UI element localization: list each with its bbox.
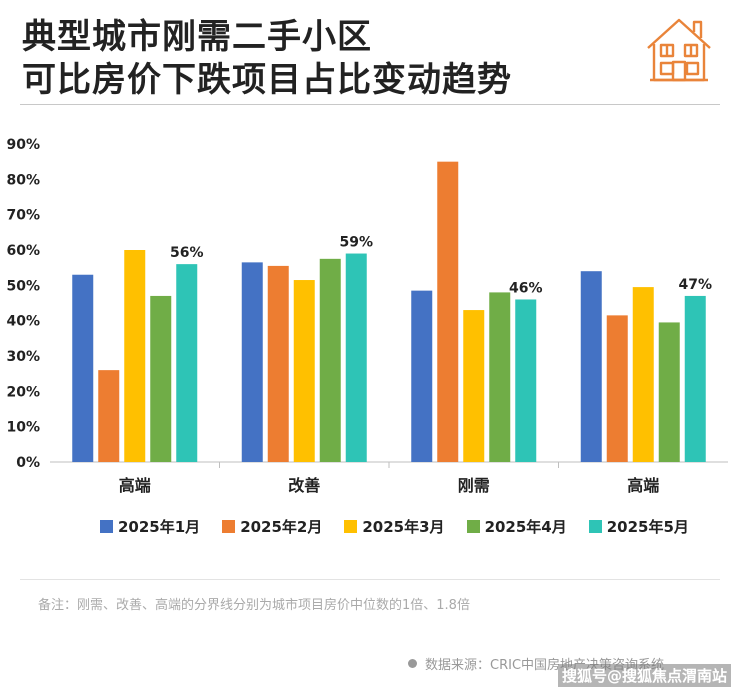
- y-tick-label: 10%: [6, 420, 40, 436]
- bar: [658, 322, 680, 462]
- bar: [293, 280, 315, 462]
- chart-title: 典型城市刚需二手小区 可比房价下跌项目占比变动趋势: [22, 16, 512, 102]
- data-label: 47%: [678, 277, 712, 293]
- legend-label: 2025年5月: [606, 518, 689, 536]
- bar: [345, 253, 367, 462]
- note-divider: [20, 579, 720, 580]
- y-tick-label: 40%: [6, 314, 40, 330]
- legend-swatch: [588, 520, 602, 533]
- bar: [241, 262, 263, 462]
- bar: [124, 250, 146, 462]
- y-tick-label: 70%: [6, 208, 40, 224]
- data-label: 59%: [339, 235, 373, 251]
- legend-item: 2025年3月: [344, 516, 445, 537]
- legend-label: 2025年3月: [362, 518, 445, 536]
- bar: [176, 264, 198, 462]
- legend-swatch: [222, 520, 236, 533]
- bar: [267, 265, 289, 462]
- bar: [606, 315, 628, 462]
- chart-note: 备注：刚需、改善、高端的分界线分别为城市项目房价中位数的1倍、1.8倍: [38, 598, 470, 613]
- bar: [98, 370, 120, 462]
- bullet-dot-icon: [408, 659, 417, 668]
- legend-label: 2025年1月: [118, 518, 201, 536]
- title-divider: [20, 104, 720, 105]
- chart-legend: 2025年1月 2025年2月 2025年3月 2025年4月 2025年5月: [100, 516, 689, 537]
- bar: [515, 299, 537, 462]
- bar: [72, 274, 94, 462]
- y-tick-label: 50%: [6, 278, 40, 294]
- bar: [437, 161, 459, 462]
- y-tick-label: 60%: [6, 243, 40, 259]
- title-line-2: 可比房价下跌项目占比变动趋势: [22, 60, 512, 100]
- x-tick-label: 高端: [119, 476, 151, 495]
- legend-label: 2025年4月: [484, 518, 567, 536]
- bar: [319, 258, 341, 462]
- y-tick-label: 80%: [6, 172, 40, 188]
- bar: [632, 287, 654, 462]
- bar: [411, 290, 433, 462]
- legend-item: 2025年5月: [588, 516, 689, 537]
- y-tick-label: 90%: [6, 137, 40, 153]
- y-tick-label: 0%: [16, 455, 40, 471]
- data-label: 56%: [170, 245, 204, 261]
- bar: [580, 271, 602, 462]
- y-tick-label: 30%: [6, 349, 40, 365]
- x-tick-label: 高端: [627, 476, 659, 495]
- watermark: 搜狐号@搜狐焦点渭南站: [558, 664, 732, 687]
- title-line-1: 典型城市刚需二手小区: [22, 17, 372, 57]
- bar: [150, 295, 172, 462]
- y-tick-label: 20%: [6, 384, 40, 400]
- legend-swatch: [344, 520, 358, 533]
- legend-item: 2025年4月: [466, 516, 567, 537]
- bar: [463, 310, 485, 462]
- legend-item: 2025年1月: [100, 516, 200, 537]
- data-label: 46%: [509, 280, 543, 296]
- legend-label: 2025年2月: [240, 518, 323, 536]
- legend-item: 2025年2月: [222, 516, 322, 537]
- x-tick-label: 刚需: [458, 476, 490, 495]
- legend-swatch: [466, 520, 480, 533]
- bar: [684, 295, 706, 462]
- x-tick-label: 改善: [288, 476, 320, 495]
- bar-chart: 0% 10% 20% 30% 40% 50% 60% 70% 80% 90% 56% 高端 59% 改善 4…: [6, 137, 728, 495]
- house-icon: [647, 18, 711, 82]
- bar: [489, 292, 511, 462]
- legend-swatch: [100, 520, 113, 533]
